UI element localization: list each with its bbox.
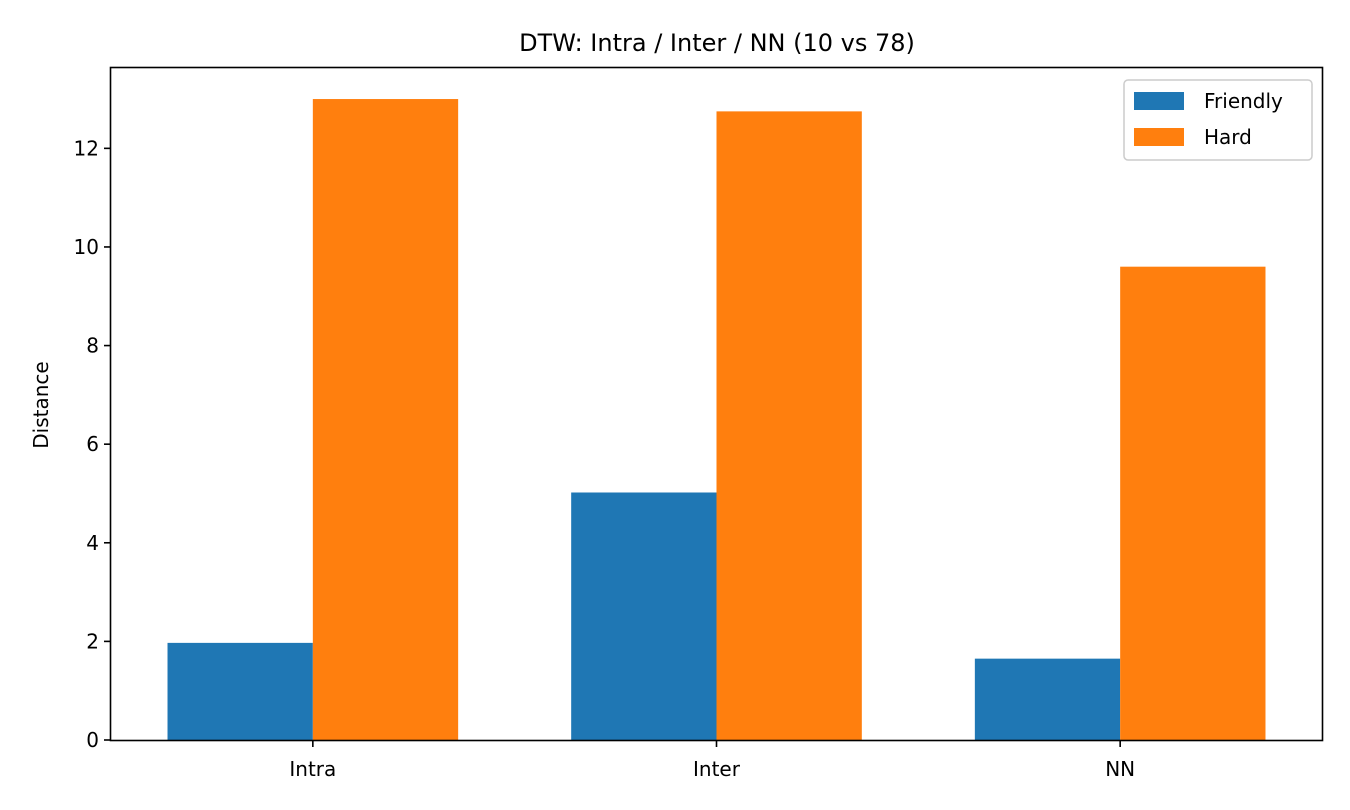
y-tick-label: 4 xyxy=(86,531,99,555)
bar-friendly-nn xyxy=(974,658,1121,740)
y-tick-label: 0 xyxy=(86,728,99,752)
x-tick-label: Inter xyxy=(693,757,741,781)
bar-friendly-inter xyxy=(571,492,717,740)
y-tick-label: 8 xyxy=(86,334,99,358)
bar-hard-intra xyxy=(312,99,459,741)
legend-swatch-friendly xyxy=(1134,92,1184,110)
y-tick-label: 10 xyxy=(74,235,99,259)
y-axis-ticks: 0 2 4 6 8 10 12 xyxy=(74,136,111,752)
y-tick-label: 12 xyxy=(74,136,99,160)
plot-frame xyxy=(109,66,1324,742)
legend: Friendly Hard xyxy=(1123,79,1313,161)
bar-hard-inter xyxy=(716,111,862,740)
x-tick-label: NN xyxy=(1105,757,1135,781)
bar-friendly-intra xyxy=(167,642,313,740)
y-tick-label: 2 xyxy=(86,629,99,653)
y-tick-label: 6 xyxy=(86,432,99,456)
legend-label-hard: Hard xyxy=(1204,125,1252,149)
x-axis-ticks: Intra Inter NN xyxy=(289,740,1135,781)
legend-swatch-hard xyxy=(1134,128,1184,146)
y-axis-label: Distance xyxy=(29,361,53,448)
chart-title: DTW: Intra / Inter / NN (10 vs 78) xyxy=(519,29,915,57)
x-tick-label: Intra xyxy=(289,757,336,781)
legend-label-friendly: Friendly xyxy=(1204,89,1283,113)
plot-bars xyxy=(167,99,1266,741)
bar-hard-nn xyxy=(1120,266,1266,740)
